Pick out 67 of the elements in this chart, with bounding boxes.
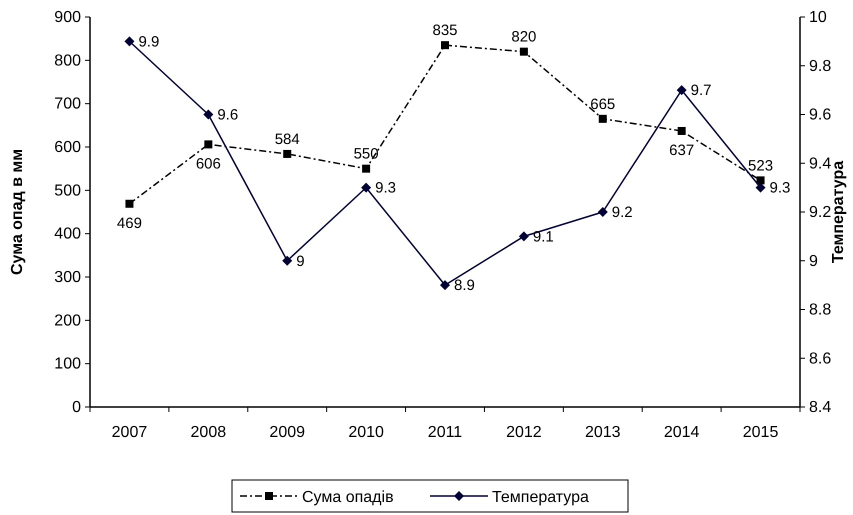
point [441, 41, 449, 50]
data-label: 550 [354, 146, 379, 163]
x-tick-label: 2012 [506, 424, 542, 441]
y2-tick-label: 9.8 [809, 58, 832, 75]
data-label: 9.3 [375, 180, 396, 197]
data-label: 9.7 [690, 82, 712, 100]
y-tick-label: 0 [72, 399, 82, 416]
point [598, 114, 607, 123]
point [361, 182, 372, 193]
x-tick-label: 2013 [584, 424, 621, 441]
data-label: 584 [274, 130, 300, 148]
x-tick-label: 2015 [742, 424, 778, 441]
data-label: 9.3 [770, 180, 790, 197]
point [678, 126, 686, 135]
data-label: 9.6 [217, 106, 238, 124]
data-label: 9.2 [612, 204, 633, 221]
data-label: 820 [511, 28, 536, 46]
y-tick-label: 700 [54, 96, 82, 113]
y2-axis-title: Температура [830, 160, 847, 264]
legend-label: Сума опадів [302, 489, 394, 506]
y-axis-title: Сума опад в мм [9, 148, 26, 276]
data-label: 8.9 [454, 277, 475, 294]
point [362, 164, 370, 173]
y-tick-label: 500 [54, 182, 82, 200]
data-label: 637 [669, 142, 694, 159]
data-label: 9 [296, 252, 305, 270]
y-tick-label: 600 [54, 139, 82, 156]
point [125, 200, 134, 208]
point [756, 182, 766, 193]
point [518, 231, 529, 242]
y-tick-label: 900 [54, 9, 82, 26]
data-label: 835 [432, 22, 458, 40]
y2-tick-label: 9 [809, 252, 818, 270]
data-label: 469 [116, 214, 142, 232]
x-tick-label: 2014 [664, 424, 700, 441]
y2-tick-label: 9.6 [809, 106, 832, 124]
data-label: 9.1 [532, 228, 554, 246]
x-tick-label: 2009 [269, 424, 306, 441]
point [124, 36, 134, 46]
y2-tick-label: 10 [809, 9, 827, 26]
point [520, 48, 528, 56]
point [282, 256, 292, 266]
y2-tick-label: 9.4 [809, 155, 832, 172]
data-label: 9.9 [138, 33, 160, 50]
data-label: 606 [196, 155, 221, 172]
y-tick-label: 300 [54, 269, 82, 286]
y2-tick-label: 9.2 [809, 204, 832, 221]
point [676, 85, 687, 96]
point [203, 110, 214, 120]
y2-tick-label: 8.8 [809, 302, 832, 318]
y2-tick-label: 8.6 [809, 350, 832, 368]
y-tick-label: 200 [54, 312, 82, 330]
y-tick-label: 100 [54, 356, 82, 373]
x-tick-label: 2007 [112, 424, 148, 441]
x-tick-label: 2010 [348, 424, 384, 441]
point [204, 140, 212, 148]
point [598, 207, 608, 217]
x-tick-label: 2008 [190, 424, 226, 441]
y-tick-label: 400 [54, 226, 82, 243]
y2-tick-label: 8.4 [809, 399, 832, 416]
point [440, 280, 450, 290]
data-label: 665 [590, 96, 616, 113]
legend-label: Температура [492, 489, 590, 506]
data-label: 523 [748, 157, 774, 174]
point [283, 150, 292, 158]
y-tick-label: 800 [54, 52, 82, 70]
x-tick-label: 2011 [428, 424, 462, 441]
